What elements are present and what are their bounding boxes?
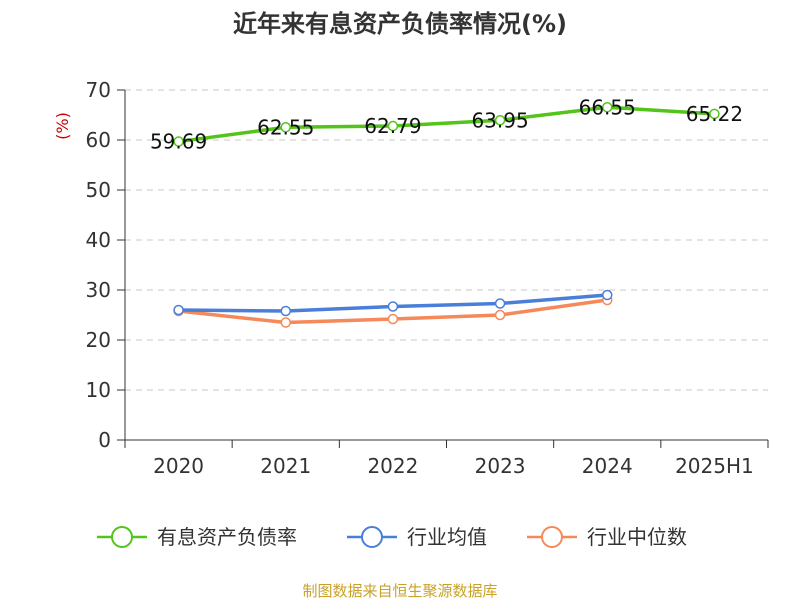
data-point[interactable] <box>387 120 399 132</box>
y-tick-label: 10 <box>86 378 111 402</box>
y-tick-label: 40 <box>86 228 111 252</box>
data-point[interactable] <box>494 309 506 321</box>
legend-swatch-marker <box>111 526 133 548</box>
data-point[interactable] <box>387 301 399 312</box>
y-tick-label: 50 <box>86 178 111 202</box>
legend-swatch-marker <box>361 526 383 548</box>
legend-item-1[interactable]: 行业均值 <box>347 525 487 549</box>
legend-label: 行业均值 <box>407 525 487 549</box>
x-tick-label: 2022 <box>367 454 418 478</box>
grid <box>125 89 768 391</box>
x-tick-label: 2025H1 <box>675 454 754 478</box>
legend[interactable]: 有息资产负债率 行业均值 行业中位数 <box>97 525 687 549</box>
data-label: 65.22 <box>686 102 743 126</box>
x-tick-label: 2020 <box>153 454 204 478</box>
data-point[interactable] <box>494 115 506 126</box>
data-point[interactable] <box>280 305 291 317</box>
data-point[interactable] <box>709 108 720 120</box>
y-tick-label: 0 <box>98 428 111 452</box>
legend-swatch-marker <box>541 526 563 548</box>
data-label: 66.55 <box>579 95 636 119</box>
data-point[interactable] <box>173 304 184 316</box>
y-axis-unit: (%) <box>53 112 72 140</box>
legend-item-0[interactable]: 有息资产负债率 <box>97 525 297 549</box>
legend-label: 有息资产负债率 <box>157 525 297 549</box>
data-labels: 59.69 62.55 62.79 63.95 66.55 65.22 <box>150 95 743 153</box>
data-label: 63.95 <box>471 108 528 132</box>
data-label: 62.55 <box>257 115 314 139</box>
x-tick-label: 2023 <box>475 454 526 478</box>
data-point[interactable] <box>280 317 291 328</box>
legend-item-2[interactable]: 行业中位数 <box>527 525 687 549</box>
series-line-0 <box>176 105 717 144</box>
y-tick-label: 30 <box>86 278 111 302</box>
series-layer <box>173 102 720 328</box>
y-tick-label: 70 <box>86 78 111 102</box>
data-point[interactable] <box>387 313 399 325</box>
y-tick-label: 60 <box>86 128 111 152</box>
data-label: 62.79 <box>364 114 421 138</box>
axes: 0 10 20 30 40 50 60 70 2020 2021 2022 2023 2024 2025H… <box>86 78 769 478</box>
x-tick-label: 2021 <box>260 454 311 478</box>
source-note: 制图数据来自恒生聚源数据库 <box>302 582 497 600</box>
data-point[interactable] <box>602 289 613 301</box>
data-point[interactable] <box>280 122 291 133</box>
chart-title: 近年来有息资产负债率情况(%) <box>233 10 567 38</box>
data-point[interactable] <box>173 136 184 147</box>
data-point[interactable] <box>494 298 506 309</box>
data-point[interactable] <box>602 102 613 113</box>
data-label: 59.69 <box>150 130 207 154</box>
y-tick-label: 20 <box>86 328 111 352</box>
x-tick-label: 2024 <box>582 454 633 478</box>
legend-label: 行业中位数 <box>587 525 687 549</box>
